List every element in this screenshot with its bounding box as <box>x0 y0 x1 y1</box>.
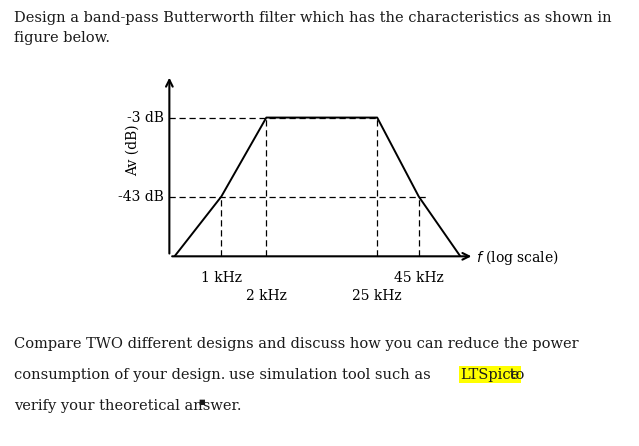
Text: to: to <box>505 368 524 382</box>
Text: 2 kHz: 2 kHz <box>246 289 287 303</box>
Text: LTSpice: LTSpice <box>460 368 520 382</box>
Text: $f$ (log scale): $f$ (log scale) <box>476 248 558 267</box>
Text: figure below.: figure below. <box>14 31 110 45</box>
Text: 25 kHz: 25 kHz <box>352 289 402 303</box>
Text: Design a band-pass Butterworth filter which has the characteristics as shown in: Design a band-pass Butterworth filter wh… <box>14 11 612 25</box>
Text: -3 dB: -3 dB <box>127 111 164 124</box>
Text: consumption of your design.: consumption of your design. <box>14 368 226 382</box>
Text: -43 dB: -43 dB <box>118 190 164 203</box>
Text: Av (dB): Av (dB) <box>126 125 140 177</box>
Text: use simulation tool such as: use simulation tool such as <box>229 368 435 382</box>
Text: Compare TWO different designs and discuss how you can reduce the power: Compare TWO different designs and discus… <box>14 337 579 351</box>
Text: 45 kHz: 45 kHz <box>394 271 443 285</box>
Text: verify your theoretical answer.: verify your theoretical answer. <box>14 399 242 413</box>
Text: ■: ■ <box>198 398 204 406</box>
Text: 1 kHz: 1 kHz <box>201 271 242 285</box>
